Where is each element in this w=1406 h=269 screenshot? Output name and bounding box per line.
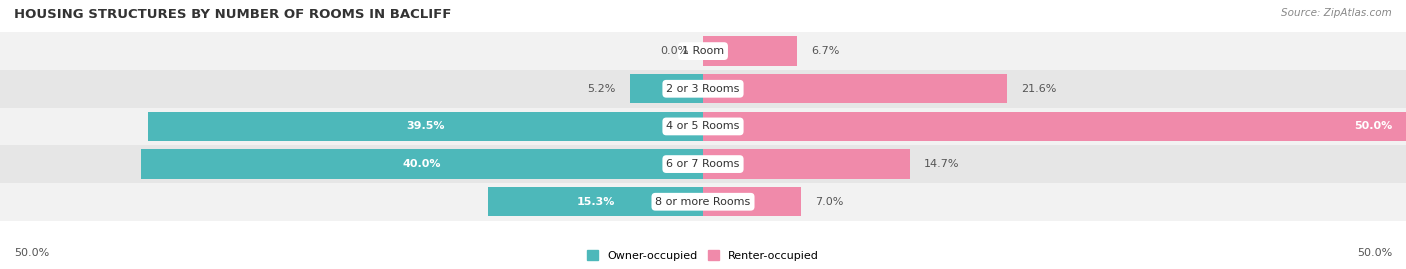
Text: 2 or 3 Rooms: 2 or 3 Rooms xyxy=(666,84,740,94)
Bar xyxy=(0,108,1406,145)
Bar xyxy=(0,32,1406,70)
Text: 5.2%: 5.2% xyxy=(588,84,616,94)
Text: 4 or 5 Rooms: 4 or 5 Rooms xyxy=(666,121,740,132)
Bar xyxy=(703,74,1007,104)
Bar xyxy=(703,112,1406,141)
Text: 7.0%: 7.0% xyxy=(815,197,844,207)
Bar xyxy=(703,149,910,179)
Text: 1 Room: 1 Room xyxy=(682,46,724,56)
Bar xyxy=(630,74,703,104)
Text: 50.0%: 50.0% xyxy=(1354,121,1392,132)
Text: 40.0%: 40.0% xyxy=(402,159,441,169)
Text: 14.7%: 14.7% xyxy=(924,159,959,169)
Text: 8 or more Rooms: 8 or more Rooms xyxy=(655,197,751,207)
Text: 6.7%: 6.7% xyxy=(811,46,839,56)
Bar xyxy=(488,187,703,217)
Bar xyxy=(703,187,801,217)
Text: 6 or 7 Rooms: 6 or 7 Rooms xyxy=(666,159,740,169)
Text: 15.3%: 15.3% xyxy=(576,197,614,207)
Text: 50.0%: 50.0% xyxy=(1357,248,1392,258)
Bar xyxy=(703,36,797,66)
Bar xyxy=(141,149,703,179)
Text: Source: ZipAtlas.com: Source: ZipAtlas.com xyxy=(1281,8,1392,18)
Text: 50.0%: 50.0% xyxy=(14,248,49,258)
Text: 39.5%: 39.5% xyxy=(406,121,444,132)
Text: 0.0%: 0.0% xyxy=(661,46,689,56)
Bar xyxy=(148,112,703,141)
Text: HOUSING STRUCTURES BY NUMBER OF ROOMS IN BACLIFF: HOUSING STRUCTURES BY NUMBER OF ROOMS IN… xyxy=(14,8,451,21)
Bar xyxy=(0,70,1406,108)
Legend: Owner-occupied, Renter-occupied: Owner-occupied, Renter-occupied xyxy=(586,250,820,261)
Bar xyxy=(0,183,1406,221)
Bar xyxy=(0,145,1406,183)
Text: 21.6%: 21.6% xyxy=(1021,84,1056,94)
